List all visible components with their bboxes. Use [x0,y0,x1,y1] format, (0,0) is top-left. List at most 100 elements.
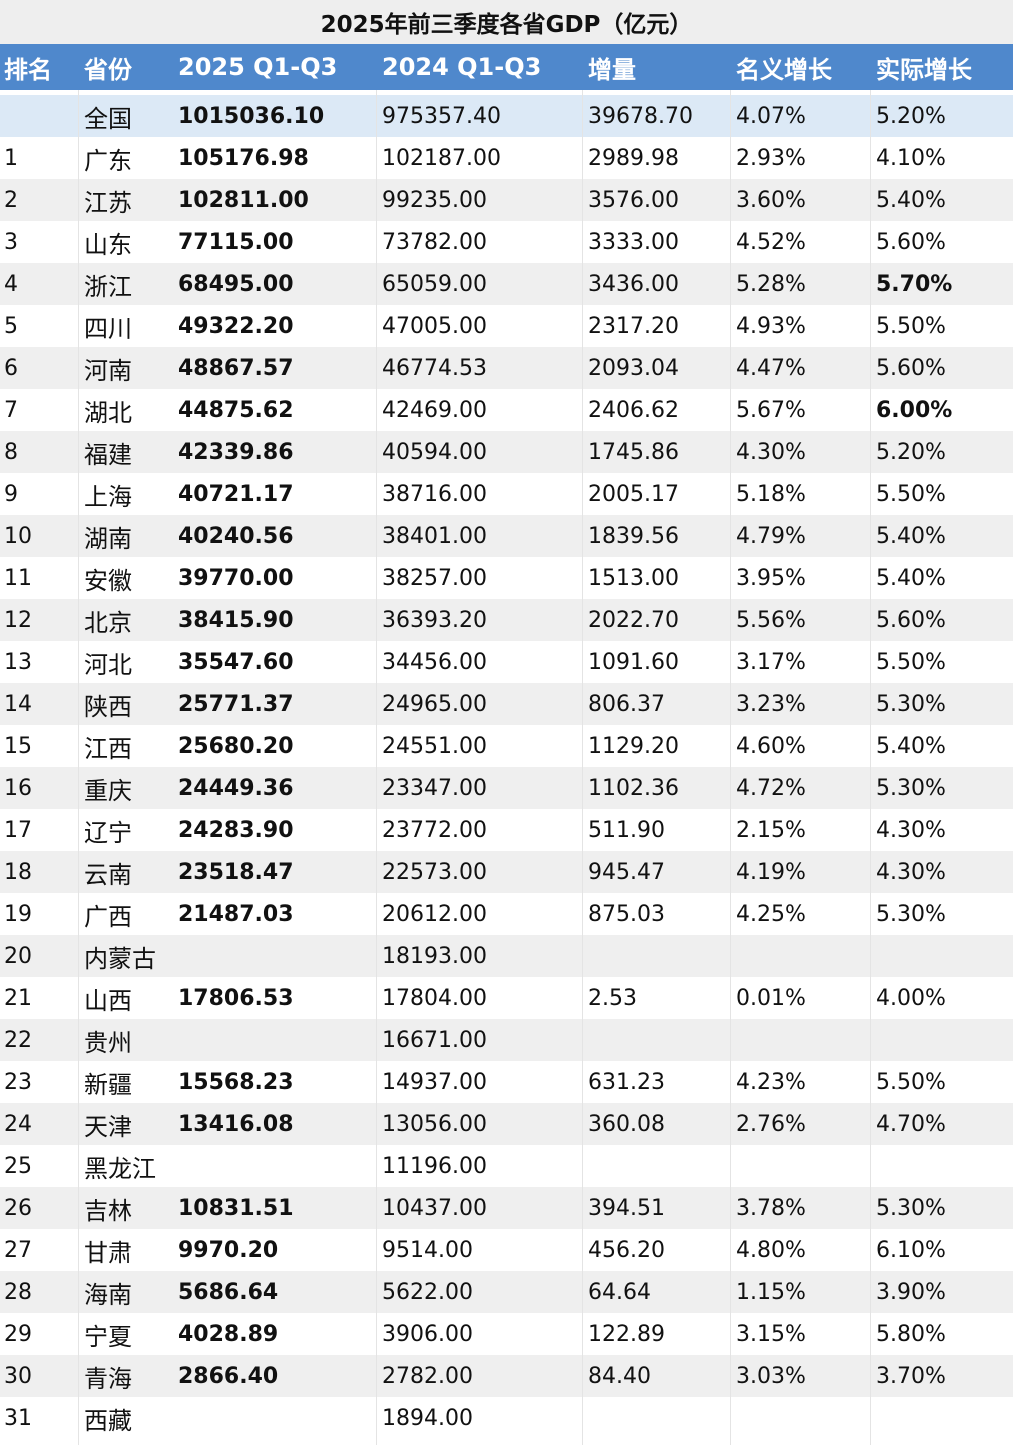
cell-rank[interactable]: 16 [4,775,32,801]
cell-real-growth[interactable]: 5.50% [876,481,946,507]
cell-gdp-2025[interactable]: 24449.36 [178,775,294,801]
cell-real-growth[interactable]: 6.10% [876,1237,946,1263]
cell-gdp-2024[interactable]: 17804.00 [382,985,487,1011]
cell-nominal-growth[interactable]: 4.79% [736,523,806,549]
cell-real-growth[interactable]: 5.20% [876,103,946,129]
cell-gdp-2024[interactable]: 23772.00 [382,817,487,843]
cell-gdp-2024[interactable]: 102187.00 [382,145,501,171]
cell-gdp-2025[interactable]: 1015036.10 [178,103,325,129]
cell-increase[interactable]: 511.90 [588,817,665,843]
cell-rank[interactable]: 6 [4,355,18,381]
cell-gdp-2024[interactable]: 38716.00 [382,481,487,507]
cell-gdp-2024[interactable]: 14937.00 [382,1069,487,1095]
cell-increase[interactable]: 2317.20 [588,313,679,339]
header-province[interactable]: 省份 [84,55,132,84]
cell-province[interactable]: 新疆 [84,1070,132,1099]
cell-increase[interactable]: 1839.56 [588,523,679,549]
cell-increase[interactable]: 64.64 [588,1279,651,1305]
header-rank[interactable]: 排名 [4,55,52,84]
cell-increase[interactable]: 1091.60 [588,649,679,675]
cell-real-growth[interactable]: 5.70% [876,271,953,297]
cell-gdp-2024[interactable]: 34456.00 [382,649,487,675]
cell-gdp-2025[interactable]: 23518.47 [178,859,294,885]
cell-rank[interactable]: 13 [4,649,32,675]
cell-gdp-2024[interactable]: 11196.00 [382,1153,487,1179]
cell-gdp-2025[interactable]: 5686.64 [178,1279,279,1305]
cell-real-growth[interactable]: 5.40% [876,565,946,591]
cell-rank[interactable]: 18 [4,859,32,885]
cell-rank[interactable]: 23 [4,1069,32,1095]
cell-rank[interactable]: 12 [4,607,32,633]
cell-province[interactable]: 青海 [84,1364,132,1393]
cell-nominal-growth[interactable]: 4.80% [736,1237,806,1263]
cell-real-growth[interactable]: 5.30% [876,691,946,717]
cell-rank[interactable]: 8 [4,439,18,465]
cell-nominal-growth[interactable]: 1.15% [736,1279,806,1305]
cell-nominal-growth[interactable]: 0.01% [736,985,806,1011]
cell-nominal-growth[interactable]: 2.76% [736,1111,806,1137]
cell-gdp-2025[interactable]: 38415.90 [178,607,294,633]
cell-gdp-2024[interactable]: 65059.00 [382,271,487,297]
cell-real-growth[interactable]: 5.50% [876,313,946,339]
cell-gdp-2024[interactable]: 46774.53 [382,355,487,381]
cell-nominal-growth[interactable]: 4.60% [736,733,806,759]
cell-gdp-2025[interactable]: 2866.40 [178,1363,279,1389]
cell-province[interactable]: 辽宁 [84,818,132,847]
cell-gdp-2024[interactable]: 38401.00 [382,523,487,549]
cell-increase[interactable]: 945.47 [588,859,665,885]
cell-rank[interactable]: 27 [4,1237,32,1263]
cell-increase[interactable]: 456.20 [588,1237,665,1263]
cell-rank[interactable]: 24 [4,1111,32,1137]
cell-gdp-2025[interactable]: 39770.00 [178,565,294,591]
cell-increase[interactable]: 3576.00 [588,187,679,213]
cell-gdp-2024[interactable]: 16671.00 [382,1027,487,1053]
cell-gdp-2025[interactable]: 35547.60 [178,649,294,675]
cell-gdp-2025[interactable]: 44875.62 [178,397,294,423]
cell-gdp-2025[interactable]: 17806.53 [178,985,294,1011]
cell-increase[interactable]: 2406.62 [588,397,679,423]
cell-rank[interactable]: 25 [4,1153,32,1179]
header-gdp-2025[interactable]: 2025 Q1-Q3 [178,53,338,81]
cell-rank[interactable]: 5 [4,313,18,339]
cell-province[interactable]: 天津 [84,1112,132,1141]
cell-province[interactable]: 贵州 [84,1028,132,1057]
cell-rank[interactable]: 30 [4,1363,32,1389]
cell-gdp-2025[interactable]: 40721.17 [178,481,294,507]
cell-gdp-2025[interactable]: 77115.00 [178,229,294,255]
cell-province[interactable]: 广东 [84,146,132,175]
cell-gdp-2025[interactable]: 68495.00 [178,271,294,297]
cell-real-growth[interactable]: 5.60% [876,229,946,255]
cell-nominal-growth[interactable]: 3.23% [736,691,806,717]
cell-rank[interactable]: 2 [4,187,18,213]
cell-gdp-2024[interactable]: 9514.00 [382,1237,473,1263]
cell-real-growth[interactable]: 5.30% [876,775,946,801]
cell-real-growth[interactable]: 5.30% [876,901,946,927]
cell-nominal-growth[interactable]: 4.72% [736,775,806,801]
cell-province[interactable]: 陕西 [84,692,132,721]
cell-real-growth[interactable]: 3.90% [876,1279,946,1305]
cell-real-growth[interactable]: 5.40% [876,187,946,213]
cell-rank[interactable]: 29 [4,1321,32,1347]
cell-province[interactable]: 西藏 [84,1406,132,1435]
cell-province[interactable]: 四川 [84,314,132,343]
cell-increase[interactable]: 2989.98 [588,145,679,171]
cell-province[interactable]: 海南 [84,1280,132,1309]
cell-gdp-2024[interactable]: 5622.00 [382,1279,473,1305]
cell-rank[interactable]: 4 [4,271,18,297]
cell-province[interactable]: 内蒙古 [84,944,156,973]
cell-increase[interactable]: 360.08 [588,1111,665,1137]
cell-nominal-growth[interactable]: 4.07% [736,103,806,129]
cell-real-growth[interactable]: 3.70% [876,1363,946,1389]
cell-gdp-2024[interactable]: 18193.00 [382,943,487,969]
cell-province[interactable]: 福建 [84,440,132,469]
cell-province[interactable]: 河南 [84,356,132,385]
cell-gdp-2025[interactable]: 4028.89 [178,1321,279,1347]
cell-gdp-2025[interactable]: 10831.51 [178,1195,294,1221]
cell-real-growth[interactable]: 4.00% [876,985,946,1011]
cell-nominal-growth[interactable]: 3.95% [736,565,806,591]
cell-rank[interactable]: 26 [4,1195,32,1221]
cell-gdp-2024[interactable]: 40594.00 [382,439,487,465]
cell-province[interactable]: 湖北 [84,398,132,427]
cell-real-growth[interactable]: 5.30% [876,1195,946,1221]
cell-gdp-2024[interactable]: 47005.00 [382,313,487,339]
